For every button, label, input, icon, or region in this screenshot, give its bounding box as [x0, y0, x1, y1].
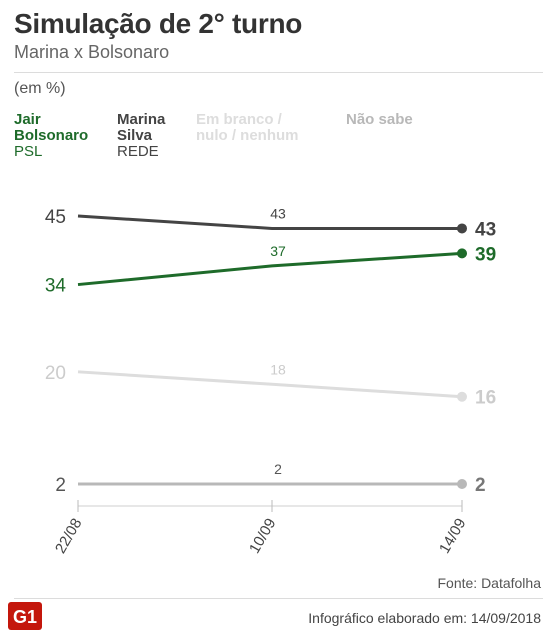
legend-party: REDE — [117, 143, 159, 160]
series-line — [77, 251, 463, 287]
data-label-mid: 37 — [270, 243, 286, 259]
series-end-point — [457, 391, 467, 402]
data-label-start: 20 — [45, 363, 66, 384]
x-tick-label: 22/08 — [52, 516, 85, 557]
footer-divider — [14, 598, 543, 599]
legend-name-line1: Jair — [14, 111, 41, 128]
x-tick-label: 14/09 — [436, 516, 469, 557]
data-label-start: 34 — [45, 276, 67, 297]
data-label-end: 43 — [475, 219, 496, 240]
g1-logo: G1 — [8, 602, 42, 630]
legend-name-line1: Em branco / — [196, 111, 282, 128]
data-label-start: 2 — [55, 475, 66, 496]
data-label-end: 2 — [475, 475, 486, 496]
data-label-mid: 43 — [270, 205, 286, 221]
data-label-mid: 2 — [274, 461, 282, 477]
legend-item-marina: Marina Silva REDE — [117, 112, 165, 160]
legend-item-nao-sabe: Não sabe — [346, 112, 413, 128]
source-note: Fonte: Datafolha — [437, 575, 541, 591]
x-tick-label: 10/09 — [246, 516, 279, 557]
chart-subtitle: Marina x Bolsonaro — [14, 42, 170, 62]
g1-logo-text: G1 — [13, 607, 37, 627]
legend-item-branco-nulo: Em branco / nulo / nenhum — [196, 112, 299, 144]
series-line — [77, 370, 463, 399]
legend-name-line1: Marina — [117, 111, 166, 128]
series-end-point — [457, 479, 467, 489]
legend-party: PSL — [14, 143, 43, 160]
credit-note: Infográfico elaborado em: 14/09/2018 — [308, 610, 541, 626]
unit-label: (em %) — [14, 80, 66, 97]
series-end-point — [457, 223, 467, 234]
data-label-start: 45 — [45, 207, 66, 228]
legend-name-line2: Bolsonaro — [14, 127, 89, 144]
chart-title: Simulação de 2° turno — [14, 8, 303, 39]
data-label-end: 16 — [475, 388, 496, 409]
data-label-mid: 18 — [270, 361, 286, 377]
header-divider — [14, 72, 543, 73]
legend-name-line2: nulo / nenhum — [196, 127, 299, 144]
legend-name-line2: Silva — [117, 127, 153, 144]
legend-item-bolsonaro: Jair Bolsonaro PSL — [14, 112, 88, 160]
data-label-end: 39 — [475, 244, 496, 265]
series-end-point — [457, 248, 467, 259]
series-line — [77, 214, 462, 230]
g1-logo-background — [8, 602, 42, 630]
legend-name-line1: Não sabe — [346, 111, 413, 128]
